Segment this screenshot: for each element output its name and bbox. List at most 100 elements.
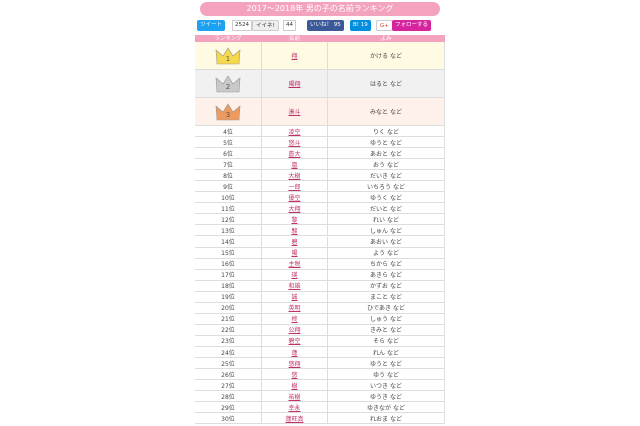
name-cell[interactable]: 蓮 xyxy=(262,347,328,359)
hatena-label: B! xyxy=(353,22,359,28)
hatena-count: 19 xyxy=(360,22,368,28)
rank-cell: 30位 xyxy=(195,413,262,425)
reading-cell: れおま など xyxy=(328,413,445,425)
rank-cell: 18位 xyxy=(195,280,262,292)
name-cell[interactable]: 柊 xyxy=(262,313,328,325)
rank-label: 11位 xyxy=(221,205,235,213)
name-cell[interactable]: 祐樹 xyxy=(262,391,328,403)
name-cell[interactable]: 翔 xyxy=(262,42,328,70)
name-cell[interactable]: 碧空 xyxy=(262,335,328,347)
crown: 3 xyxy=(215,102,241,120)
name-cell[interactable]: 優空 xyxy=(262,192,328,204)
rank-number: 3 xyxy=(226,111,230,119)
name-cell[interactable]: 湊斗 xyxy=(262,98,328,126)
tweet-button[interactable]: ツイート xyxy=(197,20,226,31)
rank-label: 21位 xyxy=(221,316,235,324)
name-cell[interactable]: 凰 xyxy=(262,159,328,171)
rank-cell: 19位 xyxy=(195,291,262,303)
reading-cell: みなと など xyxy=(328,98,445,126)
title: 2017～2018年 男の子の名前ランキング xyxy=(200,2,440,16)
rank-label: 26位 xyxy=(221,371,235,379)
rank-label: 5位 xyxy=(223,139,233,147)
name-cell[interactable]: 幸永 xyxy=(262,402,328,414)
name-cell[interactable]: 蒼大 xyxy=(262,148,328,160)
name-cell[interactable]: 大翔 xyxy=(262,203,328,215)
reading-cell: だいと など xyxy=(328,203,445,215)
name-cell[interactable]: 大樹 xyxy=(262,170,328,182)
reading-cell: しゅう など xyxy=(328,313,445,325)
rank-cell: 24位 xyxy=(195,347,262,359)
header-cell: ランキング xyxy=(195,35,262,42)
rank-label: 4位 xyxy=(223,128,233,136)
rank-cell: 1 xyxy=(195,42,262,70)
gplus-button[interactable]: G+ xyxy=(376,20,393,31)
rank-label: 12位 xyxy=(221,216,235,224)
name-cell[interactable]: 陽 xyxy=(262,247,328,259)
rank-cell: 7位 xyxy=(195,159,262,171)
name-cell[interactable]: 主税 xyxy=(262,258,328,270)
name-cell[interactable]: 樹 xyxy=(262,380,328,392)
reading-cell: おう など xyxy=(328,159,445,171)
name-cell[interactable]: 誠 xyxy=(262,291,328,303)
reading-cell: ちから など xyxy=(328,258,445,270)
rank-label: 13位 xyxy=(221,227,235,235)
reading-cell: ゆう など xyxy=(328,369,445,381)
reading-cell: ゆうく など xyxy=(328,192,445,204)
rank-number: 2 xyxy=(226,83,230,91)
reading-cell: かける など xyxy=(328,42,445,70)
rank-cell: 20位 xyxy=(195,302,262,314)
rank-label: 30位 xyxy=(221,415,235,423)
rank-cell: 28位 xyxy=(195,391,262,403)
reading-cell: はると など xyxy=(328,70,445,98)
name-cell[interactable]: 和雄 xyxy=(262,280,328,292)
name-cell[interactable]: 黎 xyxy=(262,214,328,226)
rank-label: 25位 xyxy=(221,360,235,368)
rank-label: 18位 xyxy=(221,283,235,291)
rank-cell: 6位 xyxy=(195,148,262,160)
rank-label: 14位 xyxy=(221,239,235,247)
rank-cell: 14位 xyxy=(195,236,262,248)
name-cell[interactable]: 公翔 xyxy=(262,324,328,336)
name-cell[interactable]: 英明 xyxy=(262,302,328,314)
rank-cell: 26位 xyxy=(195,369,262,381)
iine-button[interactable]: イイネ! xyxy=(252,20,279,31)
rank-label: 17位 xyxy=(221,272,235,280)
rank-cell: 13位 xyxy=(195,225,262,237)
rank-cell: 5位 xyxy=(195,137,262,149)
reading-cell: かずお など xyxy=(328,280,445,292)
rank-label: 29位 xyxy=(221,404,235,412)
rank-label: 6位 xyxy=(223,150,233,158)
reading-cell: ゆうき など xyxy=(328,391,445,403)
like-button[interactable]: いいね！ 95 xyxy=(307,20,344,31)
name-cell[interactable]: 陽翔 xyxy=(262,70,328,98)
name-cell[interactable]: 凌空 xyxy=(262,126,328,138)
rank-cell: 16位 xyxy=(195,258,262,270)
rank-label: 27位 xyxy=(221,382,235,390)
rank-label: 23位 xyxy=(221,338,235,346)
reading-cell: あきら など xyxy=(328,269,445,281)
follow-button[interactable]: フォローする xyxy=(392,20,432,31)
name-cell[interactable]: 蓮旺真 xyxy=(262,413,328,425)
reading-cell: れん など xyxy=(328,347,445,359)
rank-cell: 2 xyxy=(195,70,262,98)
rank-cell: 21位 xyxy=(195,313,262,325)
reading-cell: いつき など xyxy=(328,380,445,392)
rank-number: 1 xyxy=(226,55,230,63)
name-cell[interactable]: 駿 xyxy=(262,225,328,237)
rank-label: 19位 xyxy=(221,294,235,302)
name-cell[interactable]: 一郎 xyxy=(262,181,328,193)
name-cell[interactable]: 悠 xyxy=(262,369,328,381)
header-cell: よみ xyxy=(328,35,445,42)
rank-cell: 11位 xyxy=(195,203,262,215)
name-cell[interactable]: 瑛 xyxy=(262,269,328,281)
rank-cell: 3 xyxy=(195,98,262,126)
reading-cell: ひであき など xyxy=(328,302,445,314)
hatena-button[interactable]: B! 19 xyxy=(350,20,371,31)
name-cell[interactable]: 悠斗 xyxy=(262,137,328,149)
like-count: 95 xyxy=(333,22,341,28)
rank-cell: 29位 xyxy=(195,402,262,414)
reading-cell: まこと など xyxy=(328,291,445,303)
reading-cell: りく など xyxy=(328,126,445,138)
name-cell[interactable]: 碧 xyxy=(262,236,328,248)
name-cell[interactable]: 悠翔 xyxy=(262,358,328,370)
